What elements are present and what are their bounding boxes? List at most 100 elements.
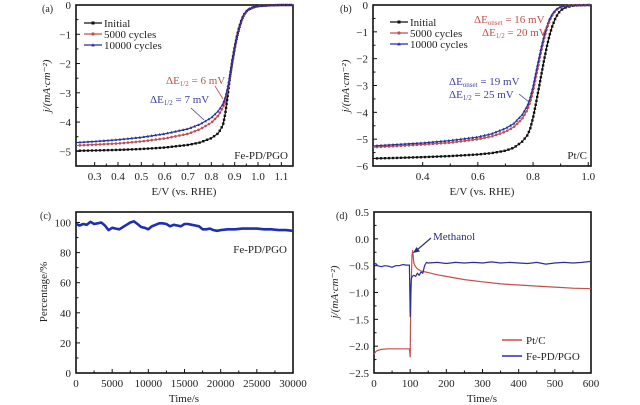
data-point xyxy=(150,147,154,150)
data-point xyxy=(210,120,214,124)
data-point xyxy=(459,137,463,141)
legend-item-initial: Initial xyxy=(390,17,436,29)
legend-label: 10000 cycles xyxy=(410,39,468,51)
data-point xyxy=(494,133,498,137)
data-point xyxy=(282,3,286,7)
x-tick-label: 0 xyxy=(371,378,377,390)
series-line-fe-pd-pgo xyxy=(373,260,592,318)
data-point xyxy=(471,136,475,139)
data-point xyxy=(118,141,122,145)
data-point xyxy=(455,154,459,157)
data-point xyxy=(158,137,162,141)
data-point xyxy=(90,139,94,143)
annotation-pt-5000: ΔEonset = 16 mV ΔE1/2 = 20 mV xyxy=(474,14,550,40)
y-axis-title: j/(mA·cm⁻²) xyxy=(329,265,341,320)
data-point xyxy=(509,127,513,131)
data-point xyxy=(427,140,431,144)
data-point xyxy=(150,138,154,142)
data-point xyxy=(395,142,399,146)
data-point xyxy=(379,143,383,147)
data-point xyxy=(529,91,533,94)
legend-label: 5000 cycles xyxy=(410,28,462,40)
data-point xyxy=(236,29,240,32)
data-point xyxy=(86,140,90,143)
data-point xyxy=(178,144,182,148)
data-point xyxy=(232,48,236,52)
data-point xyxy=(209,137,212,140)
data-point xyxy=(375,144,379,147)
data-point xyxy=(189,131,193,134)
data-point xyxy=(94,149,98,152)
data-point xyxy=(387,156,391,160)
data-point xyxy=(455,138,459,141)
data-point xyxy=(98,143,102,146)
data-point xyxy=(246,7,250,11)
data-point xyxy=(553,17,557,21)
series-line-pt-c xyxy=(373,250,592,358)
data-point xyxy=(495,151,498,154)
data-point xyxy=(94,139,98,143)
y-tick-label: 0 xyxy=(66,0,72,12)
data-point xyxy=(142,135,146,139)
data-point xyxy=(227,80,231,83)
x-tick-label: 0.3 xyxy=(88,171,102,183)
data-point xyxy=(554,7,558,11)
data-point xyxy=(548,17,552,21)
annotation-arrow-shaft xyxy=(416,237,432,251)
data-point xyxy=(290,3,294,7)
annotation-subscript: onset xyxy=(463,81,478,89)
data-point xyxy=(530,123,533,126)
x-tick-label: 0.8 xyxy=(526,171,540,183)
data-point xyxy=(435,140,439,143)
y-tick-label: 60 xyxy=(60,278,72,290)
panel-a: (a) 0.3 0.4 0.5 0.6 0.7 0.8 0.9 1.0 1.1 0 −1 −2 −3 −4… xyxy=(41,0,294,198)
y-tick-label: −4 xyxy=(59,117,71,129)
data-point xyxy=(515,122,519,126)
data-point xyxy=(525,109,528,113)
data-point xyxy=(512,121,516,125)
data-point xyxy=(237,25,241,28)
data-point xyxy=(403,156,407,159)
data-point xyxy=(578,3,582,7)
curves xyxy=(373,250,592,358)
data-point xyxy=(223,95,227,99)
legend-marker xyxy=(397,42,401,46)
data-point xyxy=(216,114,220,118)
legend-item-5000-cycles: 5000 cycles xyxy=(84,29,156,41)
data-point xyxy=(218,106,222,110)
data-point xyxy=(537,87,540,91)
y-tick-label: −6 xyxy=(356,161,368,173)
data-point xyxy=(391,143,395,146)
x-tick-label: 300 xyxy=(474,378,491,390)
legend-label: Initial xyxy=(410,17,436,29)
y-axis-title: j/(mA·cm⁻²) xyxy=(340,59,352,114)
data-point xyxy=(213,112,217,116)
data-point xyxy=(98,149,102,152)
data-point xyxy=(535,63,539,67)
data-point xyxy=(138,147,142,151)
data-point xyxy=(383,156,387,160)
data-point xyxy=(520,140,524,143)
data-point xyxy=(512,125,516,128)
axis-ticks: 0 5000 10000 15000 20000 25000 30000 0 20 40 60 80 1… xyxy=(55,218,308,390)
data-point xyxy=(491,151,495,155)
data-point xyxy=(399,156,403,159)
x-tick-label: 500 xyxy=(547,378,564,390)
data-point xyxy=(78,149,82,152)
data-point xyxy=(82,143,86,147)
data-point xyxy=(134,148,138,151)
data-point xyxy=(146,147,150,150)
data-point xyxy=(383,143,387,147)
data-point xyxy=(407,156,411,159)
data-point xyxy=(479,152,483,156)
data-point xyxy=(239,21,243,25)
data-point xyxy=(552,10,556,14)
legend-label: 10000 cycles xyxy=(104,40,162,52)
data-point xyxy=(173,129,177,133)
data-point xyxy=(224,91,228,95)
annotation-text: Methanol xyxy=(433,231,475,243)
data-point xyxy=(198,141,201,144)
data-point xyxy=(451,141,455,144)
y-tick-label: 0.5 xyxy=(355,207,369,219)
y-tick-label: 20 xyxy=(60,338,72,350)
